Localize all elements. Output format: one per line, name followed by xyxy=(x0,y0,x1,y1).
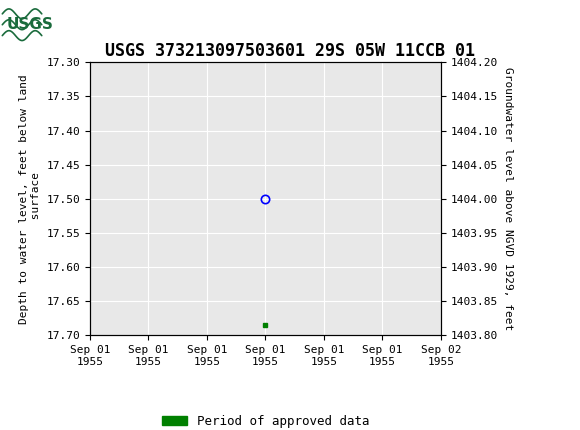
Y-axis label: Depth to water level, feet below land
 surface: Depth to water level, feet below land su… xyxy=(19,74,41,324)
Y-axis label: Groundwater level above NGVD 1929, feet: Groundwater level above NGVD 1929, feet xyxy=(503,67,513,331)
Text: USGS: USGS xyxy=(7,17,53,32)
Legend: Period of approved data: Period of approved data xyxy=(157,410,374,430)
Bar xyxy=(1,3,56,46)
Text: USGS 373213097503601 29S 05W 11CCB 01: USGS 373213097503601 29S 05W 11CCB 01 xyxy=(105,42,475,60)
Text: USGS: USGS xyxy=(64,16,119,34)
